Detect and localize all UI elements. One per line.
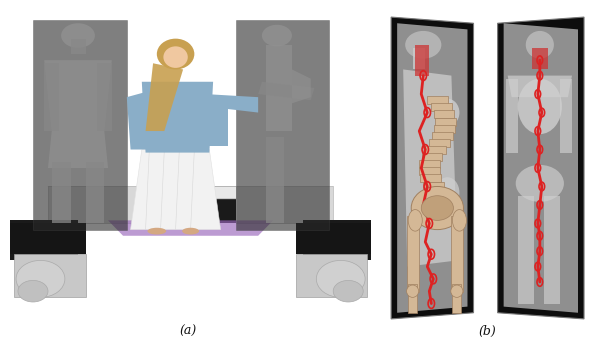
Bar bbox=[265, 45, 292, 131]
Text: (a): (a) bbox=[179, 325, 197, 338]
FancyBboxPatch shape bbox=[434, 111, 454, 118]
Polygon shape bbox=[206, 100, 228, 146]
Bar bbox=[97, 63, 112, 131]
Polygon shape bbox=[11, 220, 78, 260]
FancyBboxPatch shape bbox=[408, 285, 417, 313]
Polygon shape bbox=[508, 76, 572, 97]
Ellipse shape bbox=[436, 177, 459, 208]
Ellipse shape bbox=[147, 228, 166, 234]
Bar bbox=[518, 196, 534, 303]
Bar bbox=[33, 20, 127, 230]
Ellipse shape bbox=[526, 31, 554, 59]
Polygon shape bbox=[236, 187, 333, 223]
Polygon shape bbox=[504, 23, 578, 313]
Polygon shape bbox=[296, 254, 367, 298]
Polygon shape bbox=[14, 254, 86, 298]
Bar bbox=[70, 38, 86, 54]
FancyBboxPatch shape bbox=[451, 216, 463, 292]
Polygon shape bbox=[403, 69, 457, 267]
Ellipse shape bbox=[16, 260, 65, 298]
FancyBboxPatch shape bbox=[431, 103, 452, 111]
Bar bbox=[413, 48, 426, 69]
Ellipse shape bbox=[516, 165, 564, 202]
Polygon shape bbox=[44, 60, 112, 131]
FancyBboxPatch shape bbox=[429, 139, 450, 147]
Polygon shape bbox=[303, 220, 371, 260]
FancyBboxPatch shape bbox=[421, 153, 443, 161]
Ellipse shape bbox=[411, 187, 463, 230]
Bar bbox=[86, 162, 104, 223]
Bar bbox=[296, 223, 371, 254]
FancyBboxPatch shape bbox=[419, 167, 440, 175]
FancyBboxPatch shape bbox=[435, 118, 456, 126]
Ellipse shape bbox=[61, 23, 95, 48]
FancyBboxPatch shape bbox=[407, 216, 419, 292]
Polygon shape bbox=[391, 17, 473, 319]
Circle shape bbox=[453, 210, 466, 231]
Polygon shape bbox=[397, 23, 467, 313]
Ellipse shape bbox=[436, 99, 459, 126]
Ellipse shape bbox=[163, 46, 188, 68]
Polygon shape bbox=[145, 63, 183, 131]
Polygon shape bbox=[142, 82, 213, 153]
Text: (b): (b) bbox=[479, 325, 496, 338]
Polygon shape bbox=[108, 220, 273, 236]
Ellipse shape bbox=[407, 285, 418, 298]
FancyBboxPatch shape bbox=[420, 160, 440, 168]
Ellipse shape bbox=[421, 196, 453, 220]
Ellipse shape bbox=[18, 280, 48, 302]
FancyBboxPatch shape bbox=[420, 174, 441, 182]
FancyBboxPatch shape bbox=[452, 285, 461, 313]
Circle shape bbox=[408, 210, 422, 231]
FancyBboxPatch shape bbox=[425, 146, 446, 154]
FancyBboxPatch shape bbox=[423, 182, 444, 190]
Polygon shape bbox=[206, 94, 258, 113]
Bar bbox=[44, 63, 59, 131]
Bar bbox=[544, 196, 560, 303]
Bar bbox=[560, 79, 572, 153]
Polygon shape bbox=[131, 149, 220, 230]
Polygon shape bbox=[48, 187, 333, 199]
Ellipse shape bbox=[518, 79, 562, 134]
Bar bbox=[532, 48, 548, 69]
Bar bbox=[265, 137, 284, 223]
Bar bbox=[506, 79, 518, 153]
Polygon shape bbox=[48, 131, 108, 168]
Ellipse shape bbox=[157, 38, 194, 69]
Polygon shape bbox=[127, 91, 153, 149]
Bar bbox=[11, 223, 86, 254]
Bar bbox=[145, 187, 236, 223]
FancyBboxPatch shape bbox=[434, 125, 455, 133]
Polygon shape bbox=[48, 187, 145, 223]
FancyBboxPatch shape bbox=[432, 132, 453, 140]
Polygon shape bbox=[292, 69, 311, 103]
Bar bbox=[236, 20, 329, 230]
Ellipse shape bbox=[451, 285, 463, 298]
Ellipse shape bbox=[405, 31, 441, 59]
Bar bbox=[415, 45, 429, 76]
FancyBboxPatch shape bbox=[427, 96, 448, 104]
FancyBboxPatch shape bbox=[427, 189, 448, 197]
Polygon shape bbox=[258, 82, 314, 100]
Ellipse shape bbox=[182, 228, 199, 234]
Ellipse shape bbox=[262, 25, 292, 46]
Ellipse shape bbox=[333, 280, 363, 302]
Polygon shape bbox=[498, 17, 584, 319]
Ellipse shape bbox=[316, 260, 365, 298]
Bar bbox=[52, 162, 70, 223]
